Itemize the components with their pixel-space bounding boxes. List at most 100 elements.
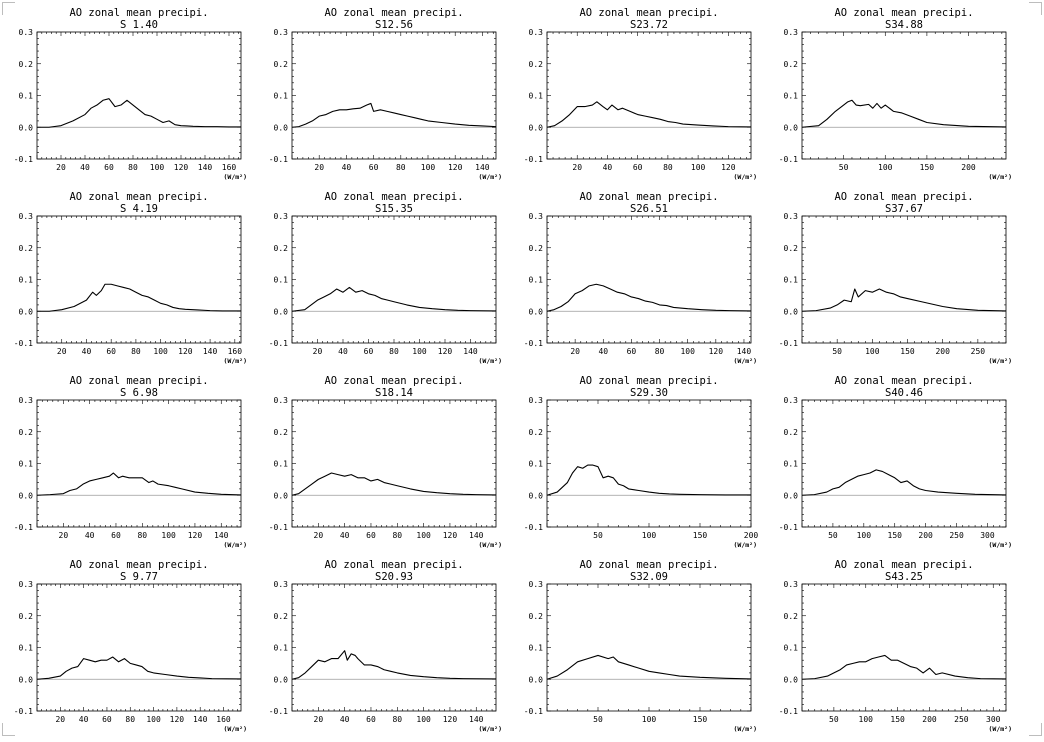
x-tick-label: 20 <box>314 163 324 172</box>
x-tick-label: 250 <box>954 715 969 724</box>
y-tick-label: -0.1 <box>779 339 798 348</box>
chart-title: AO zonal mean precipi. <box>834 375 973 387</box>
y-tick-label: 0.0 <box>19 675 34 684</box>
x-tick-label: 20 <box>314 531 324 540</box>
y-tick-label: -0.1 <box>14 707 33 716</box>
chart-panel: AO zonal mean precipi.S37.67 -0.1 0.0 0.1 0.… <box>779 191 1012 365</box>
y-tick-label: 0.1 <box>529 276 544 285</box>
y-tick-label: 0.0 <box>19 491 34 500</box>
y-tick-label: 0.1 <box>784 460 799 469</box>
x-tick-label: 60 <box>366 715 376 724</box>
y-tick-label: 0.2 <box>274 60 289 69</box>
y-tick-label: 0.1 <box>19 644 34 653</box>
chart-subtitle: S23.72 <box>630 19 668 31</box>
chart-panel: AO zonal mean precipi.S23.72 -0.1 0.0 0.1 0.… <box>524 7 757 181</box>
y-tick-label: 0.1 <box>274 644 289 653</box>
chart-panel: AO zonal mean precipi.S20.93 -0.1 0.0 0.1 0.… <box>269 559 502 733</box>
y-tick-label: -0.1 <box>779 707 798 716</box>
x-tick-label: 120 <box>170 715 185 724</box>
y-tick-label: -0.1 <box>269 523 288 532</box>
x-tick-label: 20 <box>57 347 67 356</box>
y-tick-label: 0.3 <box>784 396 799 405</box>
chart-panel: AO zonal mean precipi.S12.56 -0.1 0.0 0.1 0.… <box>269 7 502 181</box>
x-tick-label: 100 <box>146 715 161 724</box>
y-tick-label: 0.2 <box>784 612 799 621</box>
y-tick-label: -0.1 <box>524 707 543 716</box>
chart-title: AO zonal mean precipi. <box>324 559 463 571</box>
y-tick-label: -0.1 <box>14 523 33 532</box>
y-tick-label: 0.0 <box>274 675 289 684</box>
x-tick-label: 80 <box>125 715 135 724</box>
y-tick-label: 0.1 <box>19 92 34 101</box>
x-tick-label: 20 <box>55 715 65 724</box>
y-tick-label: 0.3 <box>19 212 34 221</box>
plot-frame <box>546 399 752 528</box>
x-tick-label: 40 <box>82 347 92 356</box>
x-tick-label: 140 <box>463 347 478 356</box>
x-tick-label: 50 <box>832 347 842 356</box>
x-tick-label: 100 <box>412 347 427 356</box>
data-series-line <box>801 288 1007 312</box>
y-tick-label: 0.3 <box>529 580 544 589</box>
x-tick-label: 120 <box>443 531 458 540</box>
chart-panel: AO zonal mean precipi.S18.14 -0.1 0.0 0.1 0.… <box>269 375 502 549</box>
chart-panel: AO zonal mean precipi.S 4.19 -0.1 0.0 0.1 0.… <box>14 191 247 365</box>
y-tick-label: 0.1 <box>784 276 799 285</box>
x-axis-unit-label: (W/m²) <box>734 725 757 733</box>
y-tick-label: 0.1 <box>529 92 544 101</box>
x-tick-label: 200 <box>935 347 950 356</box>
y-tick-label: 0.2 <box>784 60 799 69</box>
y-tick-label: 0.2 <box>529 244 544 253</box>
chart-panel: AO zonal mean precipi.S32.09 -0.1 0.0 0.1 0.… <box>524 559 757 733</box>
x-tick-label: 20 <box>56 163 66 172</box>
chart-subtitle: S 6.98 <box>120 387 158 399</box>
x-tick-label: 50 <box>593 715 603 724</box>
x-tick-label: 120 <box>443 715 458 724</box>
y-tick-label: 0.0 <box>274 307 289 316</box>
x-axis-unit-label: (W/m²) <box>479 173 502 181</box>
y-tick-label: 0.1 <box>19 276 34 285</box>
x-tick-label: 200 <box>744 531 759 540</box>
x-tick-label: 80 <box>655 347 665 356</box>
plot-frame <box>291 31 497 160</box>
x-tick-label: 100 <box>680 347 695 356</box>
chart-title: AO zonal mean precipi. <box>834 7 973 19</box>
data-series-line <box>36 656 242 680</box>
y-tick-label: 0.3 <box>274 212 289 221</box>
chart-panel: AO zonal mean precipi.S26.51 -0.1 0.0 0.1 0.… <box>524 191 757 365</box>
y-tick-label: 0.2 <box>19 612 34 621</box>
y-tick-label: 0.3 <box>274 580 289 589</box>
x-tick-label: 60 <box>364 347 374 356</box>
y-tick-label: 0.0 <box>274 491 289 500</box>
x-axis-unit-label: (W/m²) <box>479 725 502 733</box>
y-tick-label: -0.1 <box>524 339 543 348</box>
y-tick-label: 0.3 <box>529 212 544 221</box>
x-axis-unit-label: (W/m²) <box>989 357 1012 365</box>
chart-title: AO zonal mean precipi. <box>834 191 973 203</box>
plot-frame <box>801 583 1007 712</box>
x-tick-label: 100 <box>161 531 176 540</box>
x-tick-label: 100 <box>878 163 893 172</box>
chart-title: AO zonal mean precipi. <box>69 7 208 19</box>
data-series-line <box>546 464 751 496</box>
x-tick-label: 60 <box>633 163 643 172</box>
x-tick-label: 160 <box>222 163 237 172</box>
x-tick-label: 40 <box>340 715 350 724</box>
chart-panel: AO zonal mean precipi.S 9.77 -0.1 0.0 0.1 0.… <box>14 559 247 733</box>
x-axis-unit-label: (W/m²) <box>224 541 247 549</box>
x-tick-label: 80 <box>389 347 399 356</box>
x-tick-label: 50 <box>839 163 849 172</box>
y-tick-label: 0.3 <box>19 28 34 37</box>
chart-title: AO zonal mean precipi. <box>324 7 463 19</box>
y-tick-label: 0.0 <box>784 491 799 500</box>
x-tick-label: 50 <box>593 531 603 540</box>
x-tick-label: 100 <box>416 715 431 724</box>
y-tick-label: 0.0 <box>529 307 544 316</box>
y-tick-label: 0.1 <box>19 460 34 469</box>
x-tick-label: 60 <box>366 531 376 540</box>
chart-title: AO zonal mean precipi. <box>579 191 718 203</box>
y-tick-label: 0.3 <box>19 396 34 405</box>
x-axis-unit-label: (W/m²) <box>989 541 1012 549</box>
y-tick-label: 0.2 <box>529 428 544 437</box>
